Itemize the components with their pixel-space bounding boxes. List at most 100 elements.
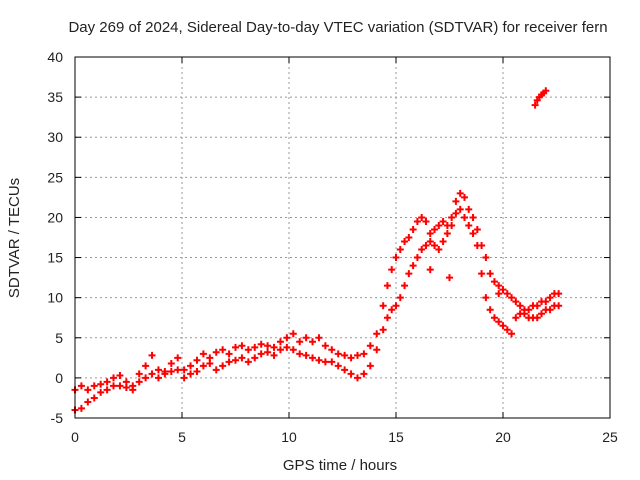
- data-point: [257, 340, 265, 348]
- data-point: [334, 362, 342, 370]
- data-point: [302, 334, 310, 342]
- data-point: [448, 213, 456, 221]
- y-tick-label: 20: [47, 209, 63, 225]
- x-tick-label: 10: [281, 429, 297, 445]
- data-point: [452, 209, 460, 217]
- data-point: [283, 334, 291, 342]
- data-point: [405, 234, 413, 241]
- data-point: [366, 342, 374, 350]
- data-point: [321, 358, 329, 366]
- data-point: [418, 246, 426, 254]
- data-point: [289, 346, 297, 354]
- data-point: [77, 382, 85, 390]
- y-tick-label: 10: [47, 290, 63, 306]
- data-point: [392, 254, 400, 262]
- data-point: [383, 314, 391, 322]
- data-point: [206, 359, 214, 367]
- data-point: [456, 189, 464, 197]
- data-point: [546, 306, 554, 314]
- data-point: [431, 225, 439, 233]
- data-point: [315, 334, 323, 342]
- data-point: [426, 238, 434, 246]
- data-point: [533, 302, 541, 310]
- data-point: [469, 213, 477, 221]
- data-point: [482, 254, 490, 262]
- data-point: [154, 366, 162, 374]
- data-point: [154, 374, 162, 382]
- data-point: [296, 350, 304, 358]
- data-point: [503, 290, 511, 298]
- data-point: [360, 350, 368, 358]
- x-tick-label: 20: [495, 429, 511, 445]
- data-point: [84, 386, 92, 394]
- data-point: [77, 404, 85, 412]
- data-point: [296, 338, 304, 346]
- data-point: [555, 290, 563, 298]
- x-axis-label: GPS time / hours: [283, 457, 397, 474]
- data-point: [353, 374, 361, 382]
- data-point: [503, 326, 511, 334]
- data-point: [490, 278, 498, 286]
- data-point: [167, 367, 175, 375]
- data-point: [495, 318, 503, 326]
- data-point: [546, 294, 554, 302]
- data-point: [193, 367, 201, 375]
- chart-title: Day 269 of 2024, Sidereal Day-to-day VTE…: [68, 19, 607, 36]
- data-point: [379, 326, 387, 334]
- data-point: [129, 386, 137, 394]
- data-point: [460, 213, 468, 221]
- data-point: [341, 351, 349, 359]
- data-point: [264, 342, 272, 350]
- data-point: [495, 290, 503, 298]
- data-point: [431, 242, 439, 250]
- data-point: [276, 338, 284, 346]
- y-tick-label: 0: [55, 370, 63, 386]
- series-isolated-clusters: [426, 87, 550, 298]
- data-point: [257, 350, 265, 358]
- data-point: [244, 358, 252, 366]
- data-point: [388, 266, 396, 274]
- data-point: [422, 242, 430, 250]
- data-point: [97, 388, 105, 396]
- data-point: [251, 354, 259, 362]
- data-point: [97, 380, 105, 388]
- data-point: [110, 382, 118, 390]
- data-point: [347, 354, 355, 362]
- data-point: [167, 359, 175, 367]
- data-point: [482, 294, 490, 302]
- data-point: [360, 370, 368, 378]
- data-point: [103, 386, 111, 394]
- data-point: [244, 346, 252, 354]
- data-point: [122, 384, 130, 392]
- y-tick-label: 25: [47, 169, 63, 185]
- data-point: [174, 366, 182, 374]
- data-points: [71, 87, 563, 414]
- data-point: [187, 362, 195, 370]
- data-point: [465, 205, 473, 213]
- data-point: [116, 371, 124, 379]
- data-point: [542, 87, 550, 95]
- data-point: [334, 350, 342, 358]
- data-point: [401, 238, 409, 246]
- data-point: [103, 378, 111, 386]
- data-point: [508, 294, 516, 302]
- data-point: [270, 351, 278, 359]
- data-point: [435, 221, 443, 229]
- data-point: [448, 221, 456, 229]
- data-point: [187, 370, 195, 378]
- data-point: [232, 356, 239, 364]
- data-point: [232, 343, 239, 351]
- data-point: [495, 282, 503, 290]
- data-point: [251, 343, 259, 351]
- data-point: [418, 213, 426, 221]
- data-point: [212, 348, 220, 356]
- data-point: [392, 302, 400, 310]
- data-point: [148, 351, 156, 359]
- data-point: [383, 282, 391, 290]
- series-main-band-lower-: [71, 205, 563, 414]
- data-point: [225, 350, 233, 358]
- data-point: [366, 362, 374, 370]
- data-point: [315, 356, 323, 364]
- data-point: [409, 225, 417, 233]
